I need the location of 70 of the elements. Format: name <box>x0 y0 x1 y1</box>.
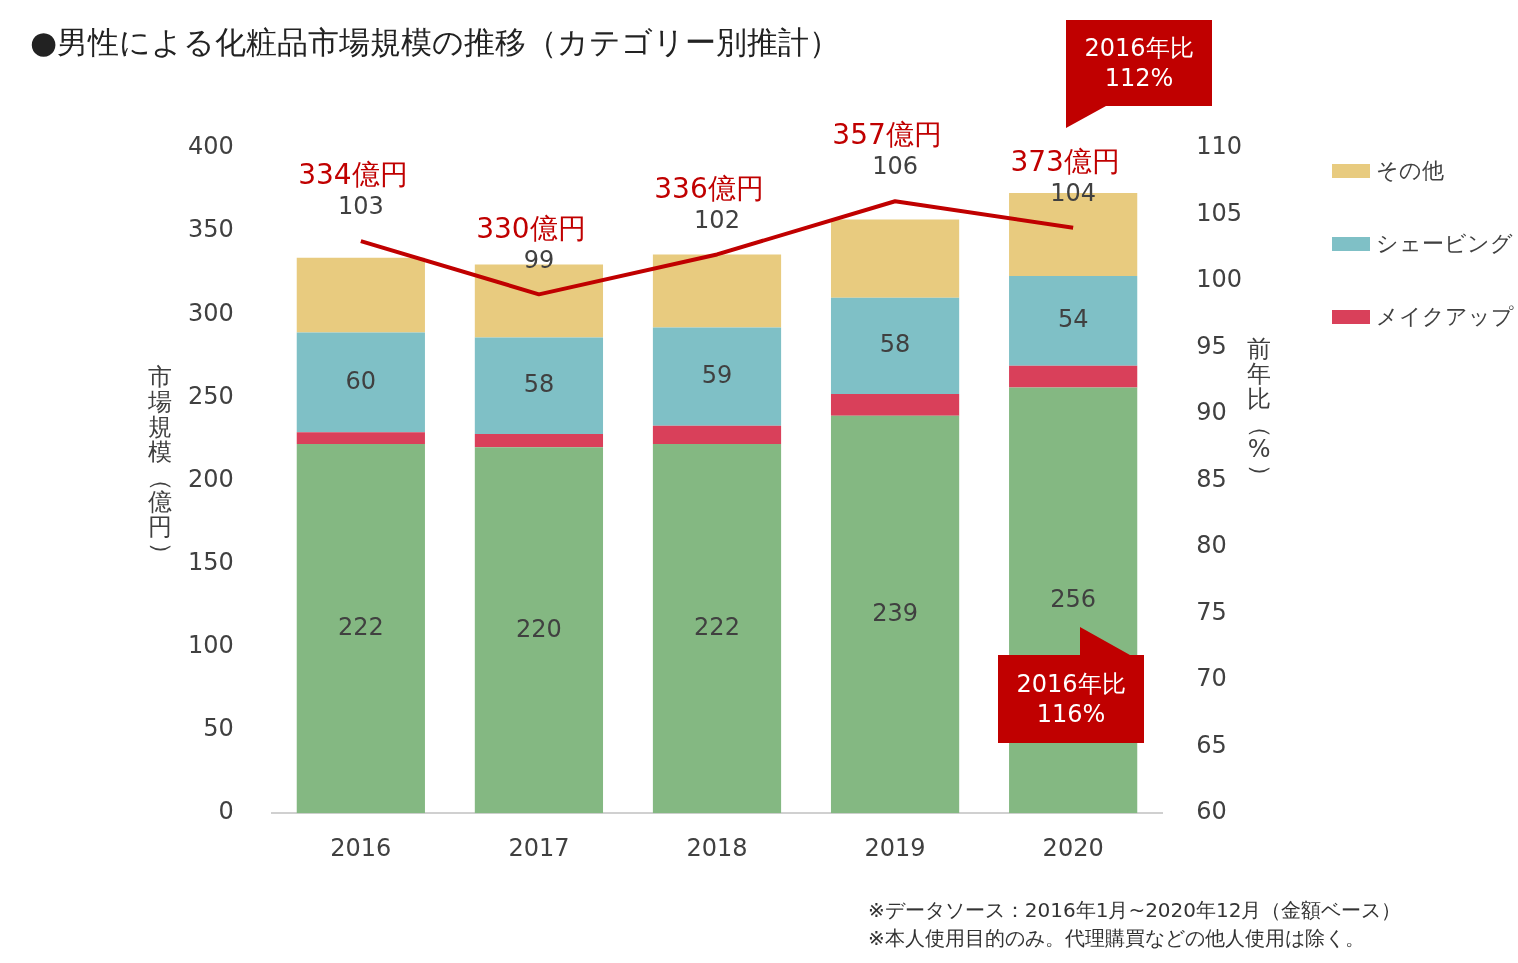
chart-title: ●男性による化粧品市場規模の推移（カテゴリー別推計） <box>30 23 841 62</box>
y2-tick-label: 80 <box>1196 531 1227 560</box>
bar <box>652 425 782 445</box>
y-tick-label: 400 <box>188 132 234 161</box>
y2-tick-label: 110 <box>1196 132 1242 161</box>
y-tick-label: 250 <box>188 381 234 410</box>
bar <box>474 337 604 435</box>
data-label: 256 <box>1050 584 1097 613</box>
y2-tick-label: 105 <box>1196 198 1242 227</box>
y2-tick-label: 100 <box>1196 265 1242 294</box>
data-label: 103 <box>337 192 384 221</box>
data-label: 59 <box>701 360 733 389</box>
x-tick-label: 2018 <box>686 833 748 862</box>
bar <box>830 219 960 298</box>
bar <box>296 444 425 814</box>
bar <box>296 432 425 445</box>
bar <box>830 297 960 395</box>
x-tick-label: 2017 <box>508 833 570 862</box>
bar <box>652 327 782 426</box>
bar <box>830 415 960 814</box>
legend-label: メイクアップ <box>1376 303 1514 331</box>
bar <box>474 434 604 448</box>
y-tick-label: 100 <box>188 631 234 660</box>
bar <box>830 394 960 416</box>
y2-axis-title: 前年比（%） <box>1246 334 1275 488</box>
data-label: 239 <box>872 598 918 627</box>
y2-tick-label: 60 <box>1196 797 1227 826</box>
bar <box>296 257 425 333</box>
y-tick-label: 350 <box>188 215 234 244</box>
total-label: 330億円 <box>476 211 586 245</box>
total-label: 334億円 <box>298 158 408 192</box>
text: ※データソース：2016年1月~2020年12月（金額ベース） <box>868 897 1402 924</box>
data-label: 58 <box>879 330 911 359</box>
x-tick-label: 2020 <box>1042 833 1104 862</box>
data-label: 60 <box>345 366 377 395</box>
bar <box>1009 365 1138 388</box>
y2-tick-label: 95 <box>1196 331 1227 360</box>
y-tick-label: 300 <box>188 298 234 327</box>
bar <box>474 447 604 814</box>
annotation: 2016年比 116% <box>1016 669 1126 729</box>
y2-tick-label: 90 <box>1196 398 1227 427</box>
bar <box>652 254 782 328</box>
data-label: 222 <box>694 612 740 641</box>
text: ※本人使用目的のみ。代理購買などの他人使用は除く。 <box>868 925 1366 952</box>
x-tick-label: 2016 <box>330 833 392 862</box>
y2-tick-label: 65 <box>1196 730 1227 759</box>
total-label: 373億円 <box>1010 145 1120 179</box>
bar <box>652 444 782 814</box>
data-label: 220 <box>516 614 562 643</box>
y-tick-label: 50 <box>203 714 234 743</box>
text: 2016年比 112% <box>1084 33 1194 93</box>
y2-tick-label: 70 <box>1196 664 1227 693</box>
data-label: 102 <box>694 205 740 234</box>
y2-tick-label: 85 <box>1196 464 1227 493</box>
total-label: 357億円 <box>832 118 942 152</box>
data-label: 58 <box>523 370 555 399</box>
data-label: 222 <box>337 612 384 641</box>
y-tick-label: 0 <box>218 797 234 826</box>
legend-label: その他 <box>1376 157 1444 185</box>
y-axis-title: 市場規模（億円） <box>146 362 176 566</box>
data-label: 106 <box>872 152 918 181</box>
y-tick-label: 150 <box>188 547 234 576</box>
bar <box>1009 276 1138 366</box>
y-tick-label: 200 <box>188 464 234 493</box>
total-label: 336億円 <box>654 171 764 205</box>
y2-tick-label: 75 <box>1196 597 1227 626</box>
legend-label: シェービング <box>1376 230 1513 258</box>
data-label: 54 <box>1057 305 1089 334</box>
bar <box>296 332 425 433</box>
x-tick-label: 2019 <box>864 833 926 862</box>
